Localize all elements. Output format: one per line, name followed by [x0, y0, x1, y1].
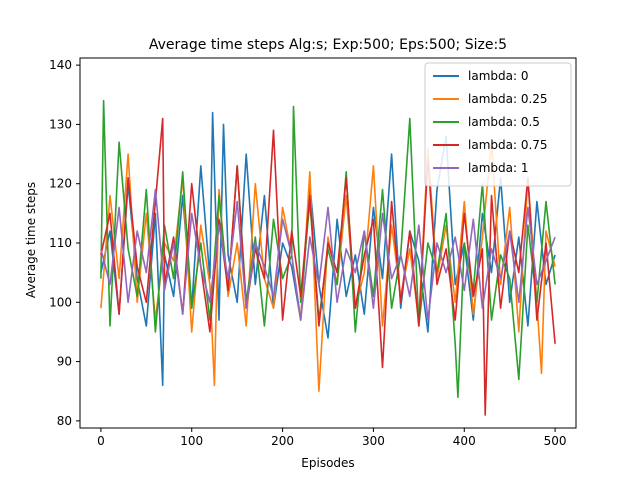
x-tick-label-5: 500 [544, 434, 567, 448]
series-line-4 [100, 188, 556, 321]
legend-label-4: lambda: 1 [468, 161, 528, 175]
x-tick-label-1: 100 [180, 434, 203, 448]
x-axis: 0 100 200 300 400 500 [97, 428, 567, 448]
y-tick-label-1: 90 [57, 355, 72, 369]
y-tick-label-3: 110 [49, 236, 72, 250]
x-tick-label-3: 300 [362, 434, 385, 448]
y-tick-label-5: 130 [49, 117, 72, 131]
x-tick-label-4: 400 [453, 434, 476, 448]
y-tick-label-6: 140 [49, 58, 72, 72]
legend-label-2: lambda: 0.5 [468, 115, 540, 129]
chart-title: Average time steps Alg:s; Exp:500; Eps:5… [149, 37, 507, 53]
legend: lambda: 0 lambda: 0.25 lambda: 0.5 lambda: … [424, 62, 572, 187]
plot-content [100, 99, 556, 416]
y-tick-label-4: 120 [49, 177, 72, 191]
x-tick-label-0: 0 [97, 434, 105, 448]
y-tick-label-0: 80 [57, 414, 72, 428]
legend-label-3: lambda: 0.75 [468, 138, 548, 152]
y-tick-label-2: 100 [49, 295, 72, 309]
y-axis-label: Average time steps [24, 182, 38, 298]
legend-box [424, 62, 572, 187]
legend-label-1: lambda: 0.25 [468, 92, 548, 106]
x-axis-label: Episodes [301, 456, 354, 470]
x-tick-label-2: 200 [271, 434, 294, 448]
y-axis: 80 90 100 110 120 130 140 [49, 58, 80, 428]
legend-label-0: lambda: 0 [468, 69, 528, 83]
